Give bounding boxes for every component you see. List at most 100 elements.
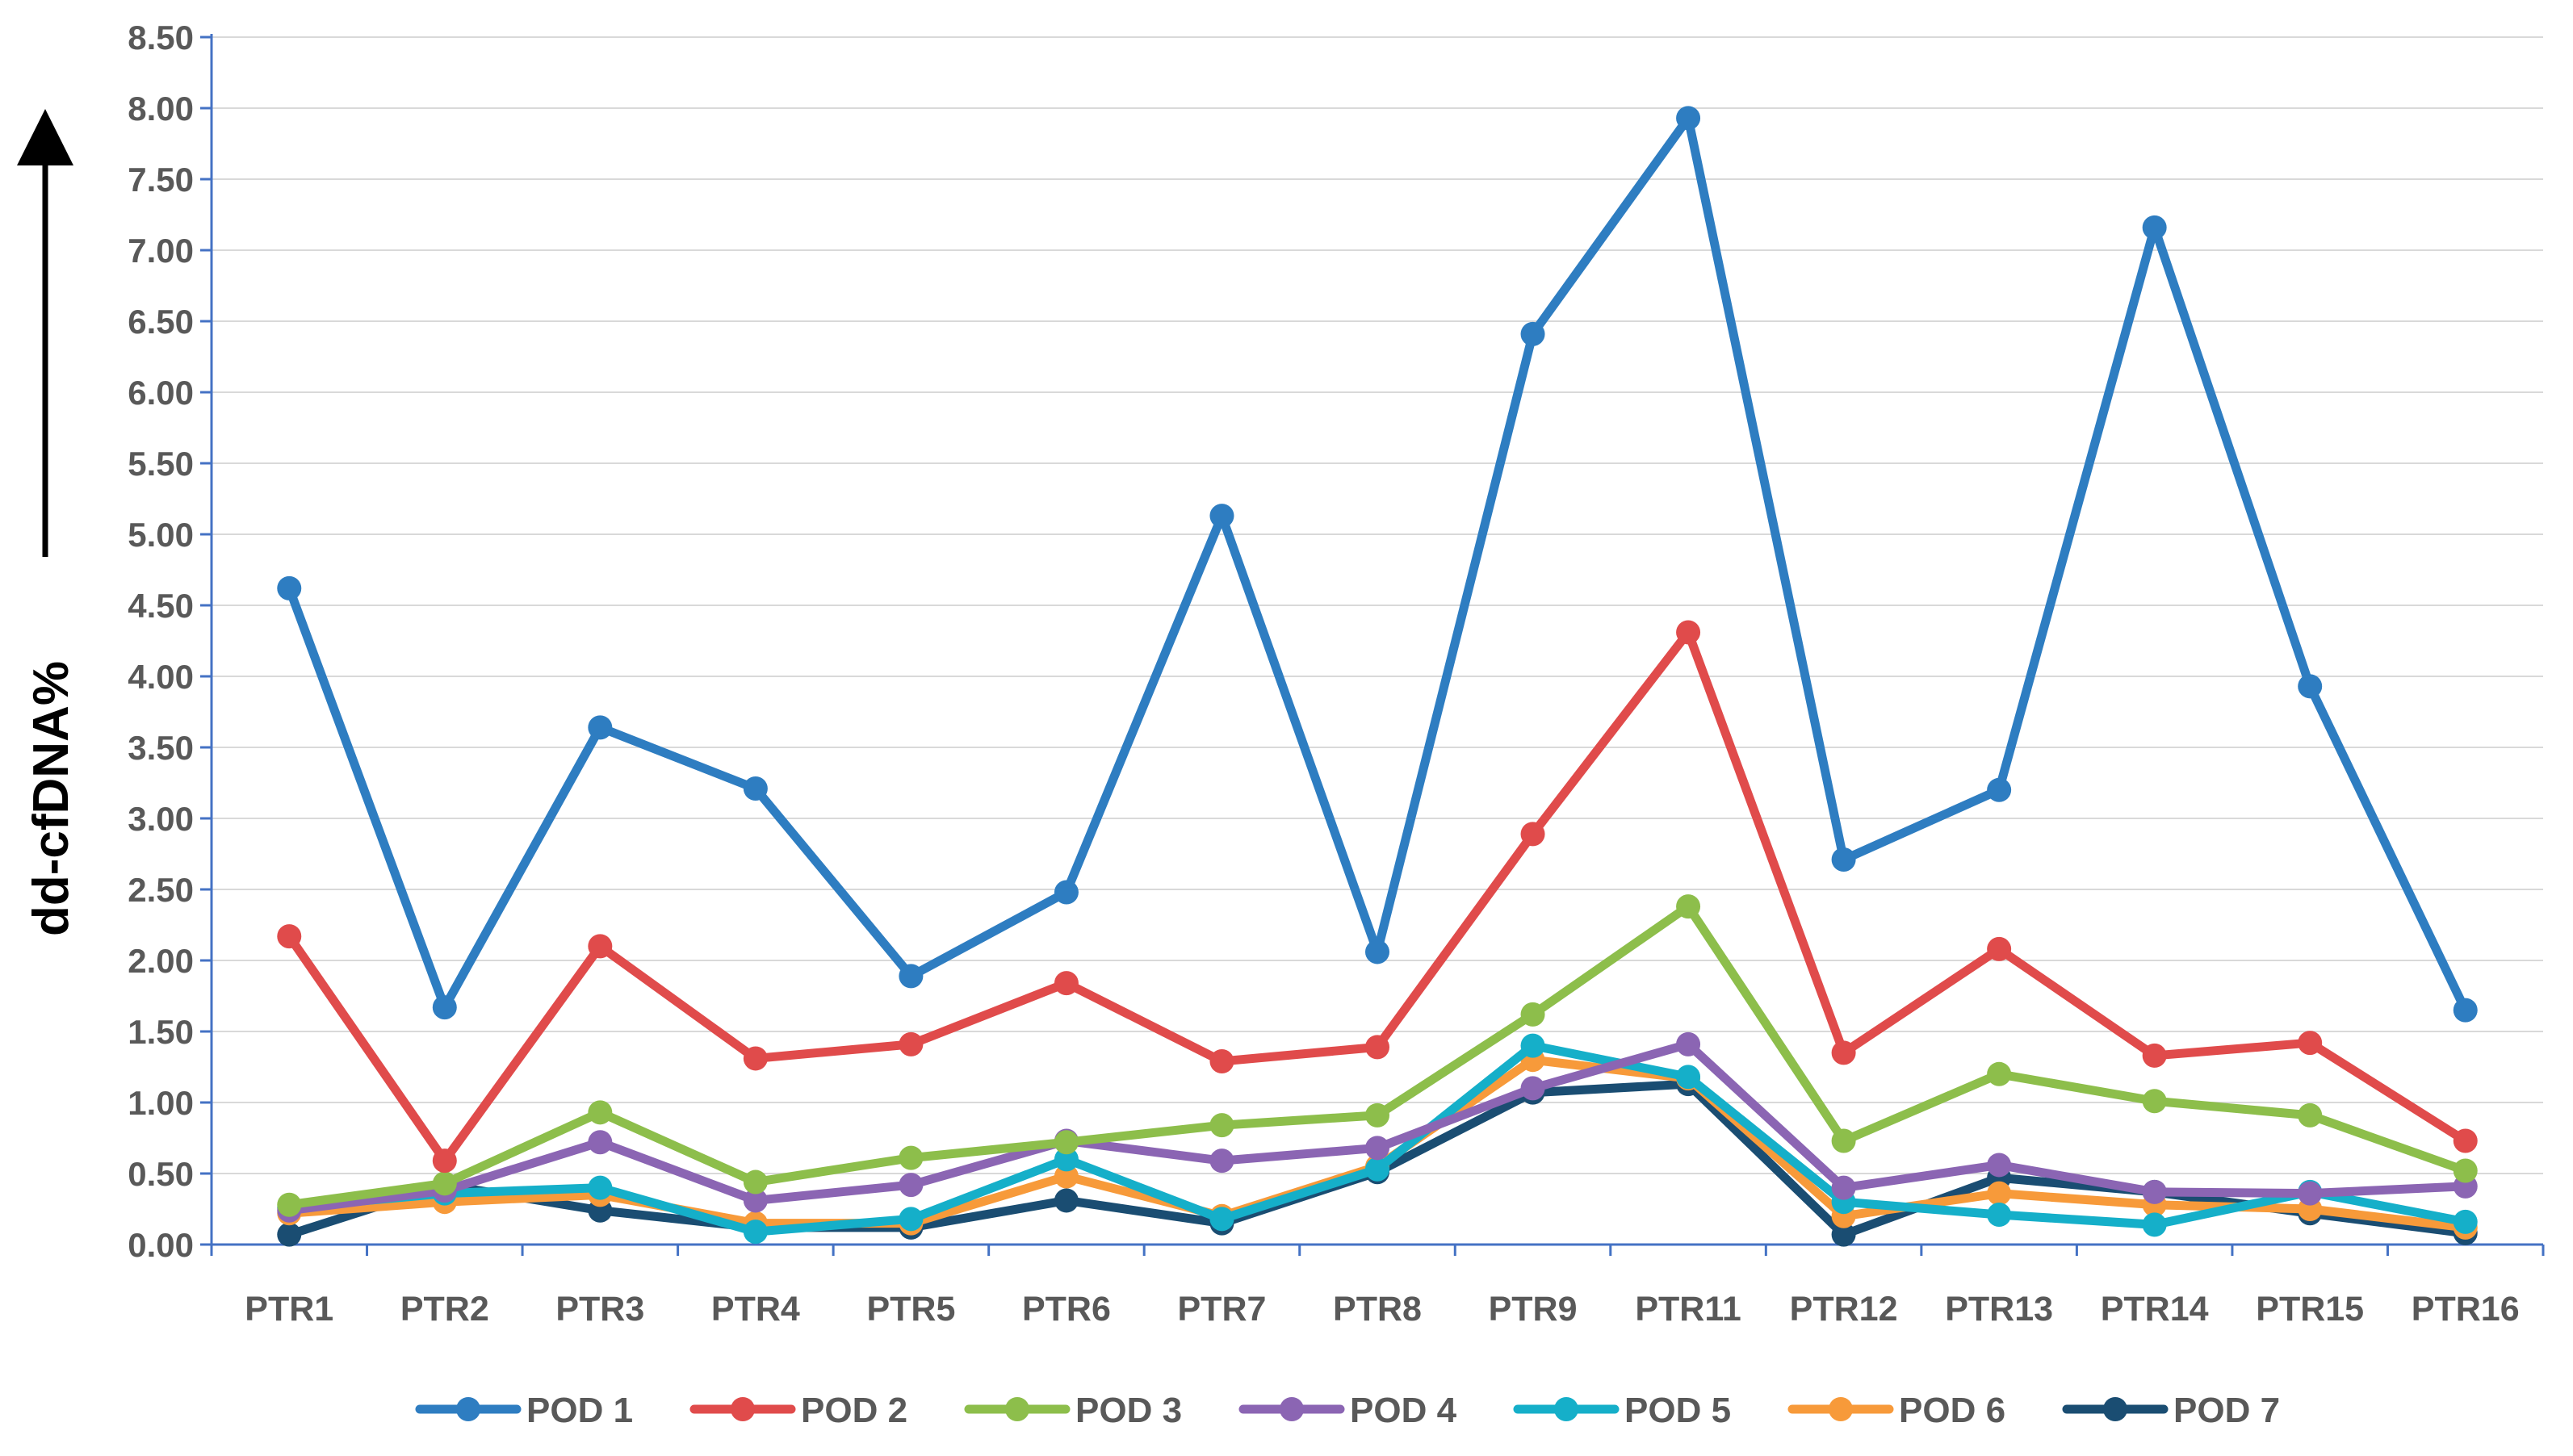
data-point <box>1209 1113 1234 1138</box>
y-tick-label: 4.00 <box>128 658 194 696</box>
legend-marker <box>731 1397 755 1421</box>
legend-item: POD 2 <box>689 1391 907 1430</box>
data-point <box>1365 1102 1389 1128</box>
data-point <box>1054 971 1079 996</box>
y-tick-label: 1.50 <box>128 1013 194 1051</box>
data-point <box>2142 1089 2167 1114</box>
data-point <box>277 575 302 600</box>
x-tick-label: PTR9 <box>1489 1290 1578 1328</box>
y-tick-label: 3.00 <box>128 800 194 838</box>
y-tick-label: 0.50 <box>128 1155 194 1193</box>
data-point <box>1365 1157 1389 1182</box>
legend-label: POD 1 <box>526 1391 633 1430</box>
data-point <box>1676 1031 1701 1056</box>
data-point <box>1054 1164 1079 1189</box>
data-point <box>1209 504 1234 529</box>
data-point <box>588 1100 613 1125</box>
data-point <box>1365 1035 1389 1060</box>
data-point <box>1676 1065 1701 1090</box>
y-tick-label: 7.00 <box>128 232 194 270</box>
x-tick-label: PTR5 <box>866 1290 955 1328</box>
legend-label: POD 4 <box>1350 1391 1457 1430</box>
y-tick-label: 4.50 <box>128 587 194 625</box>
legend-item: POD 5 <box>1513 1391 1731 1430</box>
data-point <box>2453 1128 2478 1153</box>
y-tick-label: 8.00 <box>128 90 194 128</box>
y-axis-label-group: dd-cfDNA% <box>17 109 79 936</box>
axes <box>200 34 2545 1256</box>
legend-item: POD 1 <box>415 1391 633 1430</box>
legend-marker <box>1280 1397 1304 1421</box>
legend-label: POD 7 <box>2173 1391 2280 1430</box>
data-point <box>432 1171 457 1196</box>
legend-label: POD 6 <box>1899 1391 2005 1430</box>
x-tick-label: PTR3 <box>555 1290 644 1328</box>
data-point <box>277 1222 302 1247</box>
x-tick-label: PTR6 <box>1022 1290 1111 1328</box>
data-point <box>2298 1031 2323 1056</box>
legend-label: POD 5 <box>1624 1391 1731 1430</box>
data-point <box>899 1173 924 1198</box>
data-point <box>1054 880 1079 905</box>
legend-item: POD 6 <box>1787 1391 2005 1430</box>
data-point <box>1365 1136 1389 1161</box>
data-point <box>1831 1040 1856 1065</box>
x-tick-label: PTR14 <box>2101 1290 2209 1328</box>
data-point <box>743 776 768 801</box>
data-point <box>743 1188 768 1213</box>
data-point <box>1987 777 2012 802</box>
x-tick-label: PTR12 <box>1790 1290 1898 1328</box>
legend: POD 1 POD 2 POD 3 POD 4 POD 5 POD 6 POD 7 <box>415 1391 2280 1430</box>
data-point <box>1520 1002 1545 1027</box>
y-tick-label: 1.00 <box>128 1084 194 1122</box>
y-tick-label: 6.00 <box>128 374 194 412</box>
data-point <box>1676 106 1701 131</box>
data-point <box>588 1175 613 1200</box>
data-point <box>2142 1043 2167 1068</box>
legend-marker <box>1005 1397 1029 1421</box>
series-pod-2 <box>277 620 2478 1174</box>
y-tick-label: 8.50 <box>128 19 194 56</box>
y-tick-label: 6.50 <box>128 303 194 341</box>
legend-marker <box>2103 1397 2127 1421</box>
data-point <box>1831 1175 1856 1200</box>
gridlines <box>212 36 2543 1174</box>
legend-item: POD 7 <box>2062 1391 2280 1430</box>
data-point <box>1987 1203 2012 1228</box>
data-point <box>899 1207 924 1232</box>
series-lines <box>277 106 2478 1247</box>
legend-label: POD 2 <box>801 1391 907 1430</box>
y-tick-label: 7.50 <box>128 161 194 199</box>
legend-item: POD 3 <box>964 1391 1182 1430</box>
x-tick-label: PTR2 <box>400 1290 489 1328</box>
series-pod-1 <box>277 106 2478 1023</box>
data-point <box>588 934 613 959</box>
data-point <box>1987 936 2012 961</box>
x-tick-label: PTR8 <box>1333 1290 1422 1328</box>
legend-label: POD 3 <box>1075 1391 1182 1430</box>
x-tick-label: PTR16 <box>2412 1290 2520 1328</box>
data-point <box>1676 894 1701 919</box>
x-tick-label: PTR11 <box>1635 1290 1741 1328</box>
data-point <box>1054 1188 1079 1213</box>
data-point <box>2142 1179 2167 1204</box>
data-point <box>1987 1061 2012 1086</box>
data-point <box>277 924 302 949</box>
x-tick-label: PTR15 <box>2256 1290 2364 1328</box>
x-tick-label: PTR7 <box>1178 1290 1267 1328</box>
data-point <box>1520 1076 1545 1101</box>
legend-marker <box>1829 1397 1853 1421</box>
legend-item: POD 4 <box>1238 1391 1457 1430</box>
data-point <box>2298 1102 2323 1128</box>
data-point <box>588 1130 613 1155</box>
data-point <box>1987 1153 2012 1178</box>
x-tick-label: PTR1 <box>245 1290 333 1328</box>
data-point <box>2453 998 2478 1023</box>
data-point <box>277 1192 302 1217</box>
y-tick-label: 2.50 <box>128 871 194 909</box>
data-point <box>1365 939 1389 964</box>
data-point <box>2142 1212 2167 1237</box>
y-tick-label: 5.00 <box>128 516 194 554</box>
data-point <box>1831 847 1856 872</box>
